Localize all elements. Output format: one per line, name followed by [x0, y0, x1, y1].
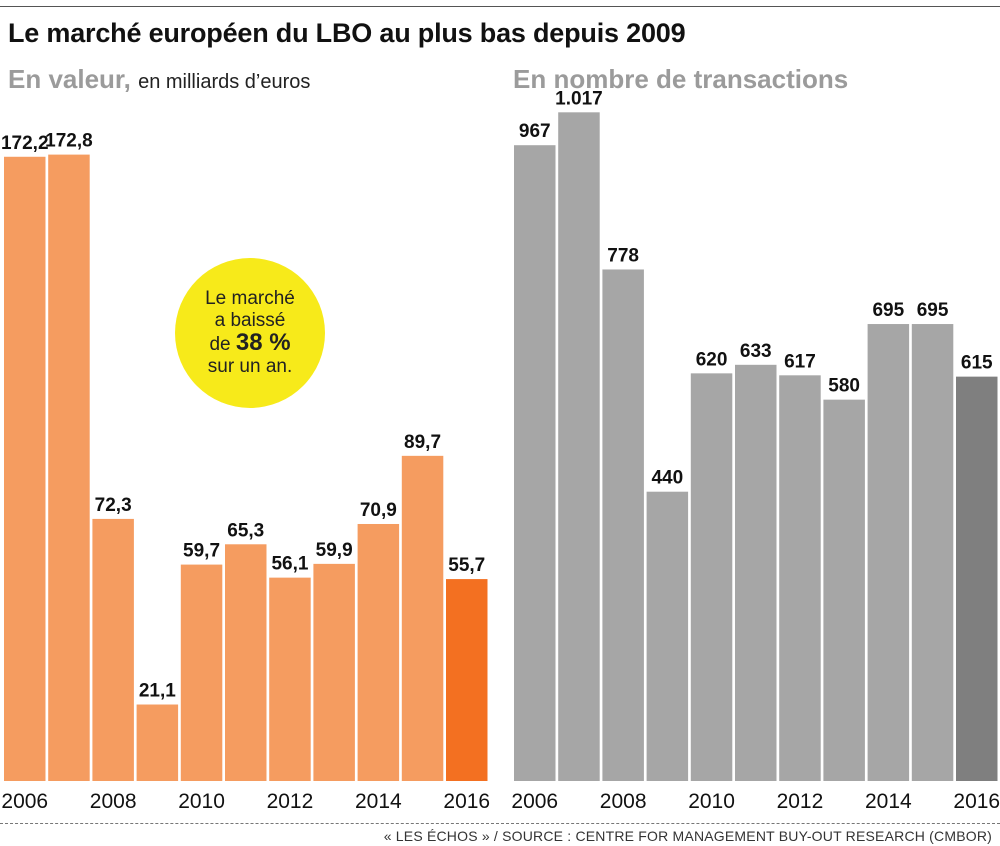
value-tick-label-2008: 2008	[90, 790, 137, 813]
count-data-label-2006: 967	[519, 121, 551, 142]
count-tick-label-2014: 2014	[865, 790, 912, 813]
count-bar-2013	[823, 399, 865, 781]
callout-bubble: Le marché a baissé de 38 % sur un an.	[175, 258, 325, 408]
count-bar-2009	[646, 491, 689, 781]
value-bar-2011	[225, 544, 267, 781]
value-data-label-2009: 21,1	[139, 681, 176, 702]
callout-prefix: de	[209, 334, 231, 355]
value-tick-label-2006: 2006	[1, 790, 48, 813]
value-data-label-2013: 59,9	[316, 540, 353, 561]
left-subtitle-unit: en milliards d’euros	[138, 71, 311, 93]
count-data-label-2012: 617	[784, 351, 816, 372]
value-data-label-2006: 172,2	[1, 133, 49, 154]
count-tick-label-2016: 2016	[953, 790, 1000, 813]
count-data-label-2013: 580	[828, 376, 860, 397]
source-note: « LES ÉCHOS » / SOURCE : CENTRE FOR MANA…	[383, 828, 992, 844]
count-bar-2006	[514, 145, 556, 781]
value-data-label-2010: 59,7	[183, 541, 220, 562]
value-data-label-2011: 65,3	[227, 520, 264, 541]
count-bar-2011	[735, 364, 777, 781]
count-bar-2012	[779, 375, 821, 781]
count-data-label-2009: 440	[651, 468, 683, 489]
count-data-label-2010: 620	[696, 349, 728, 370]
value-data-label-2012: 56,1	[271, 554, 308, 575]
count-tick-label-2008: 2008	[600, 790, 647, 813]
callout-line-1: Le marché	[205, 288, 295, 309]
value-bar-2016	[446, 579, 488, 781]
count-tick-label-2012: 2012	[777, 790, 824, 813]
count-bar-2016	[956, 376, 998, 781]
count-data-label-2011: 633	[740, 341, 772, 362]
value-bar-2012	[269, 577, 311, 781]
left-chart-subtitle: En valeur, en milliards d’euros	[8, 64, 310, 95]
value-bar-2015	[401, 455, 444, 781]
value-tick-label-2012: 2012	[267, 790, 314, 813]
count-bar-2015	[911, 324, 954, 781]
count-bar-2007	[558, 112, 600, 781]
count-bar-2008	[602, 269, 644, 781]
callout-line-4: sur un an.	[207, 356, 293, 377]
value-data-label-2015: 89,7	[404, 432, 441, 453]
count-data-label-2015: 695	[917, 300, 949, 321]
top-rule	[0, 6, 1000, 7]
value-data-label-2007: 172,8	[45, 131, 93, 152]
right-chart-subtitle: En nombre de transactions	[513, 64, 849, 94]
value-data-label-2016: 55,7	[448, 555, 485, 576]
chart-title: Le marché européen du LBO au plus bas de…	[8, 18, 686, 48]
value-bar-2009	[136, 704, 179, 781]
count-data-label-2014: 695	[872, 300, 904, 321]
count-data-label-2016: 615	[961, 353, 993, 374]
value-data-label-2014: 70,9	[360, 500, 397, 521]
count-bar-2014	[867, 324, 910, 781]
count-data-label-2008: 778	[607, 245, 639, 266]
count-tick-label-2006: 2006	[511, 790, 558, 813]
value-data-label-2008: 72,3	[95, 495, 132, 516]
value-bar-2013	[313, 563, 355, 781]
value-bar-2014	[357, 523, 400, 781]
count-bar-2010	[690, 373, 733, 781]
left-subtitle-label: En valeur,	[8, 64, 131, 94]
value-tick-label-2014: 2014	[355, 790, 402, 813]
count-tick-label-2010: 2010	[688, 790, 735, 813]
callout-line-2: a baissé	[214, 310, 286, 331]
value-bar-2006	[4, 156, 46, 781]
value-bar-2008	[92, 518, 134, 781]
callout-line-3: de 38 %	[209, 329, 291, 356]
footer-rule	[0, 823, 1000, 824]
value-tick-label-2016: 2016	[443, 790, 490, 813]
value-bar-2010	[180, 564, 223, 781]
callout-value: 38 %	[235, 329, 291, 356]
count-data-label-2007: 1.017	[555, 88, 603, 109]
value-tick-label-2010: 2010	[178, 790, 225, 813]
value-bar-2007	[48, 154, 90, 782]
